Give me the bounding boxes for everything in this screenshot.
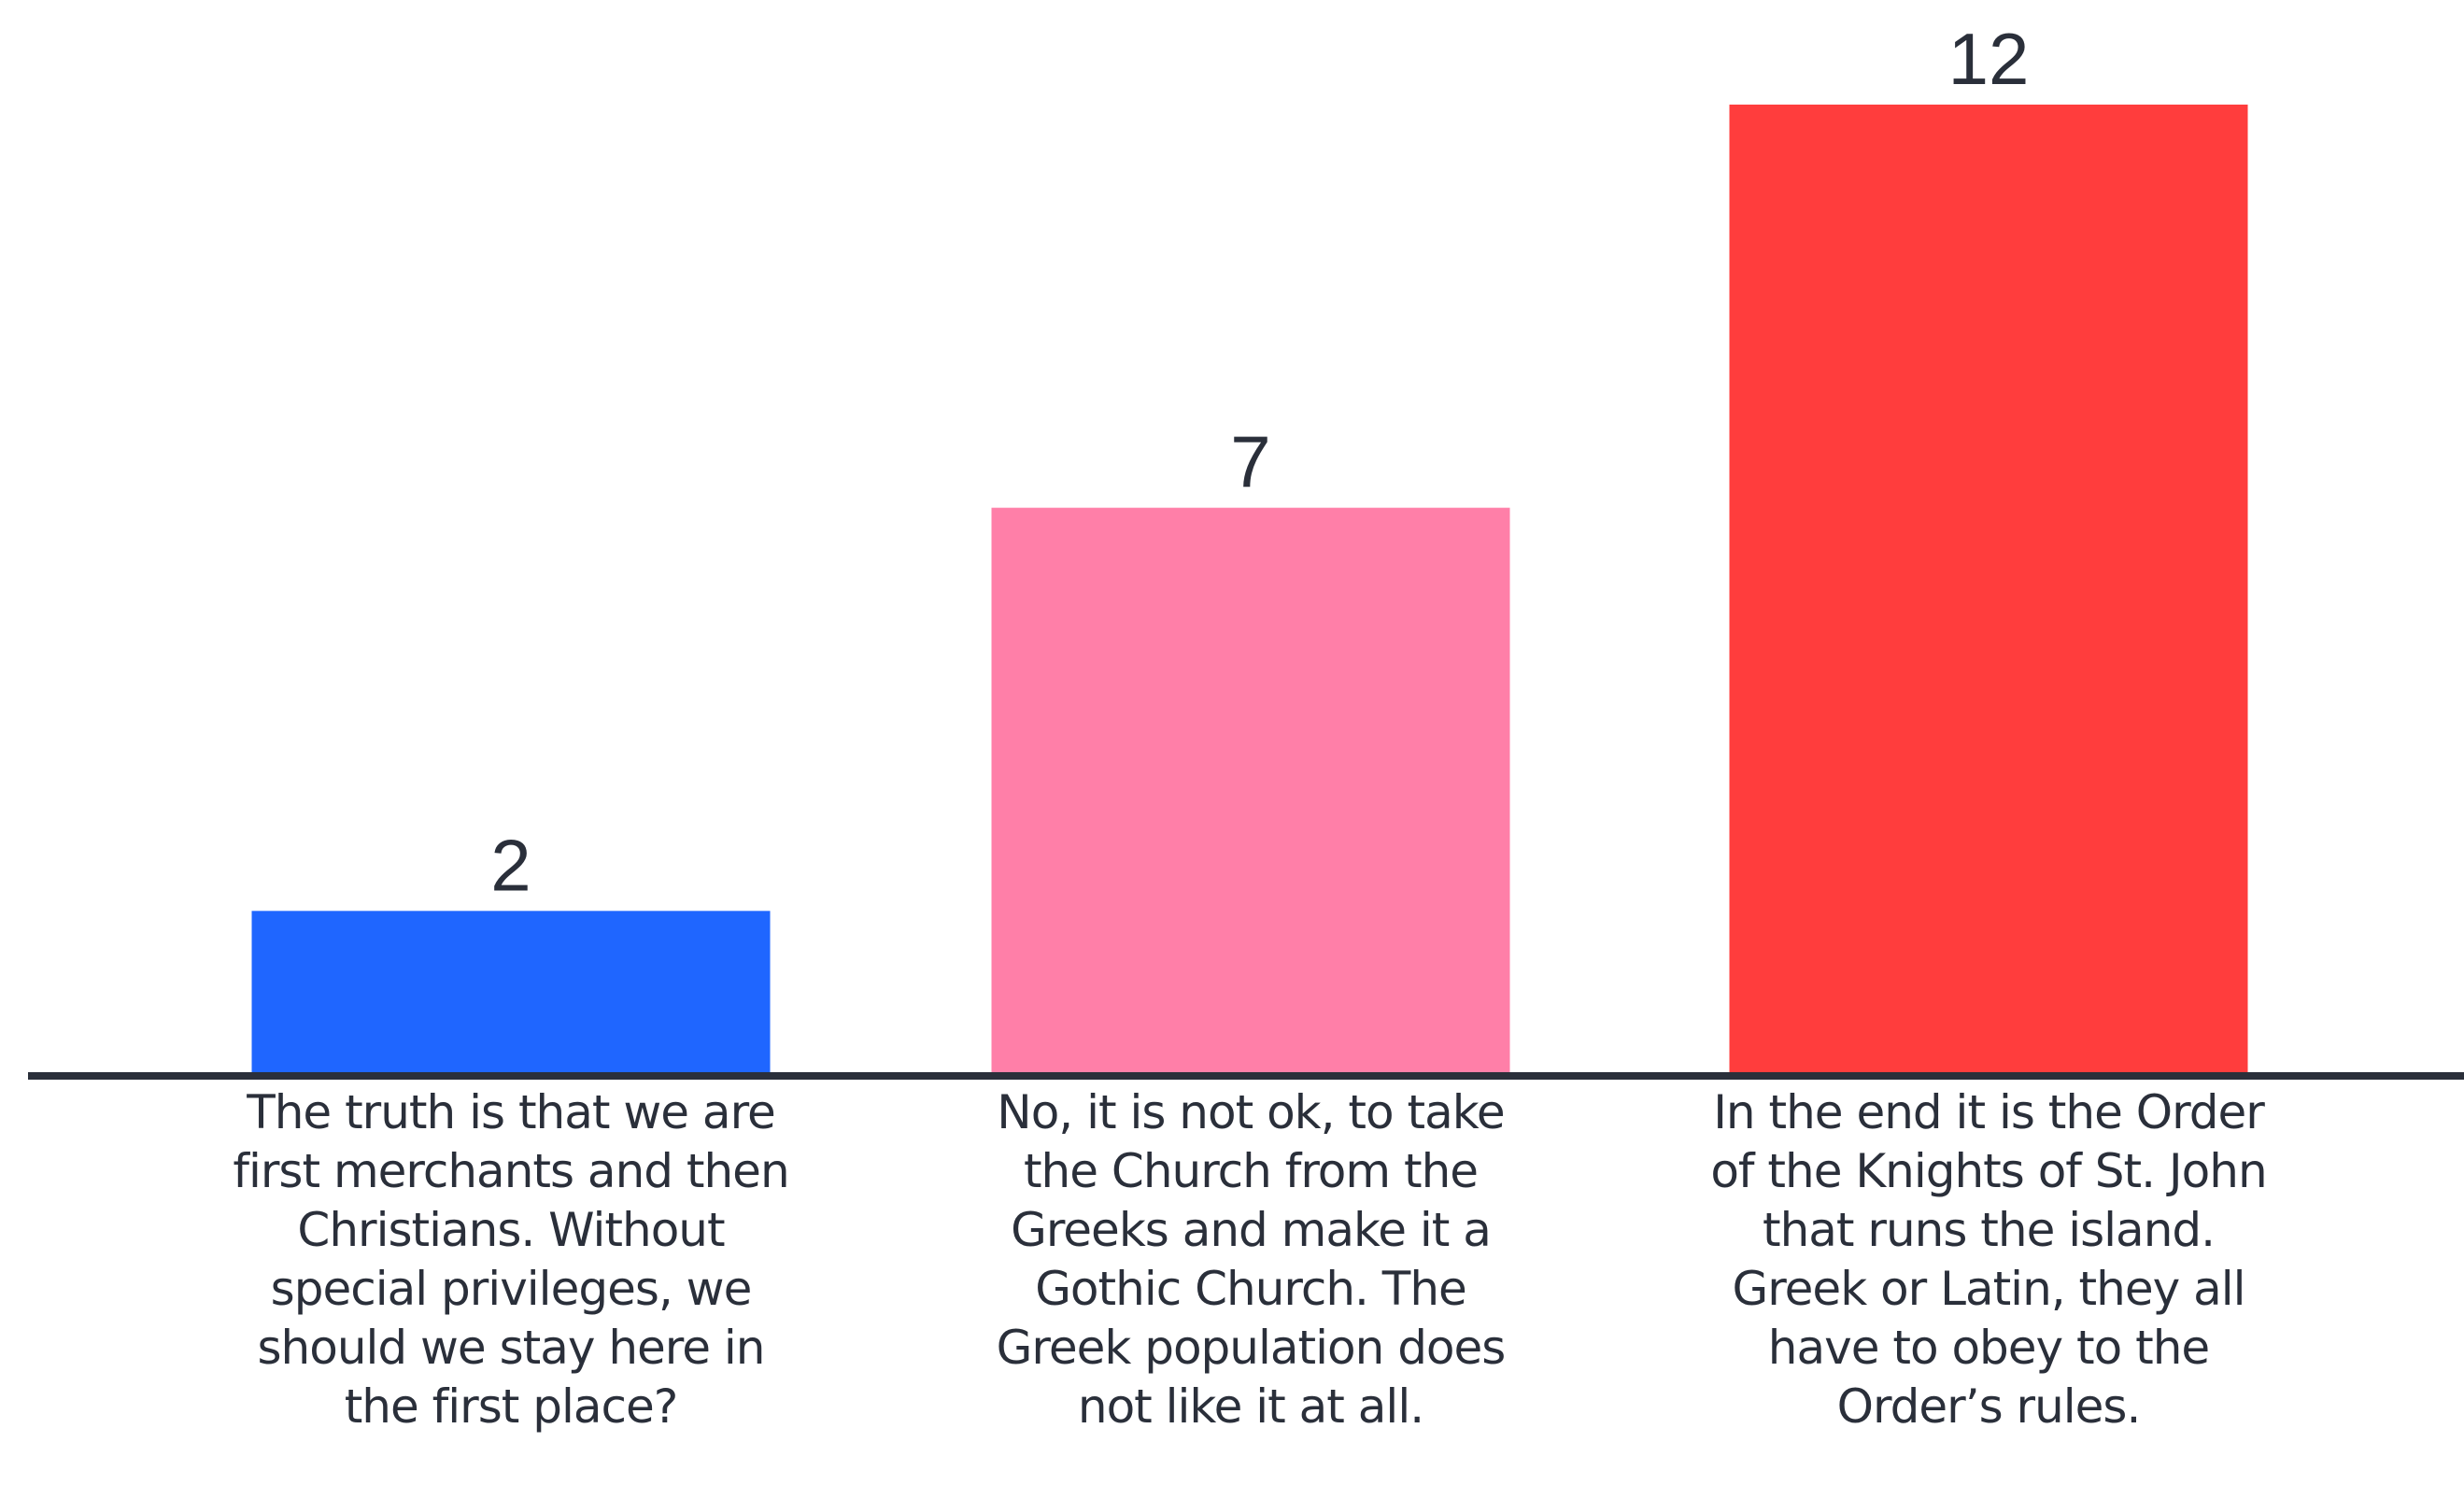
bars-group [251, 105, 2248, 1072]
value-label-1: 2 [490, 824, 531, 906]
value-label-2: 7 [1230, 421, 1270, 503]
bar-3 [1729, 105, 2248, 1072]
category-label-3: In the end it is the Order of the Knight… [1710, 1085, 2267, 1434]
category-label-1: The truth is that we are first merchants… [233, 1085, 789, 1434]
value-label-3: 12 [1948, 18, 2030, 100]
value-labels-group: 2 7 12 [490, 18, 2029, 906]
bar-1 [251, 911, 771, 1072]
bar-2 [991, 507, 1510, 1072]
category-label-2: No, it is not ok, to take the Church fro… [996, 1085, 1507, 1434]
